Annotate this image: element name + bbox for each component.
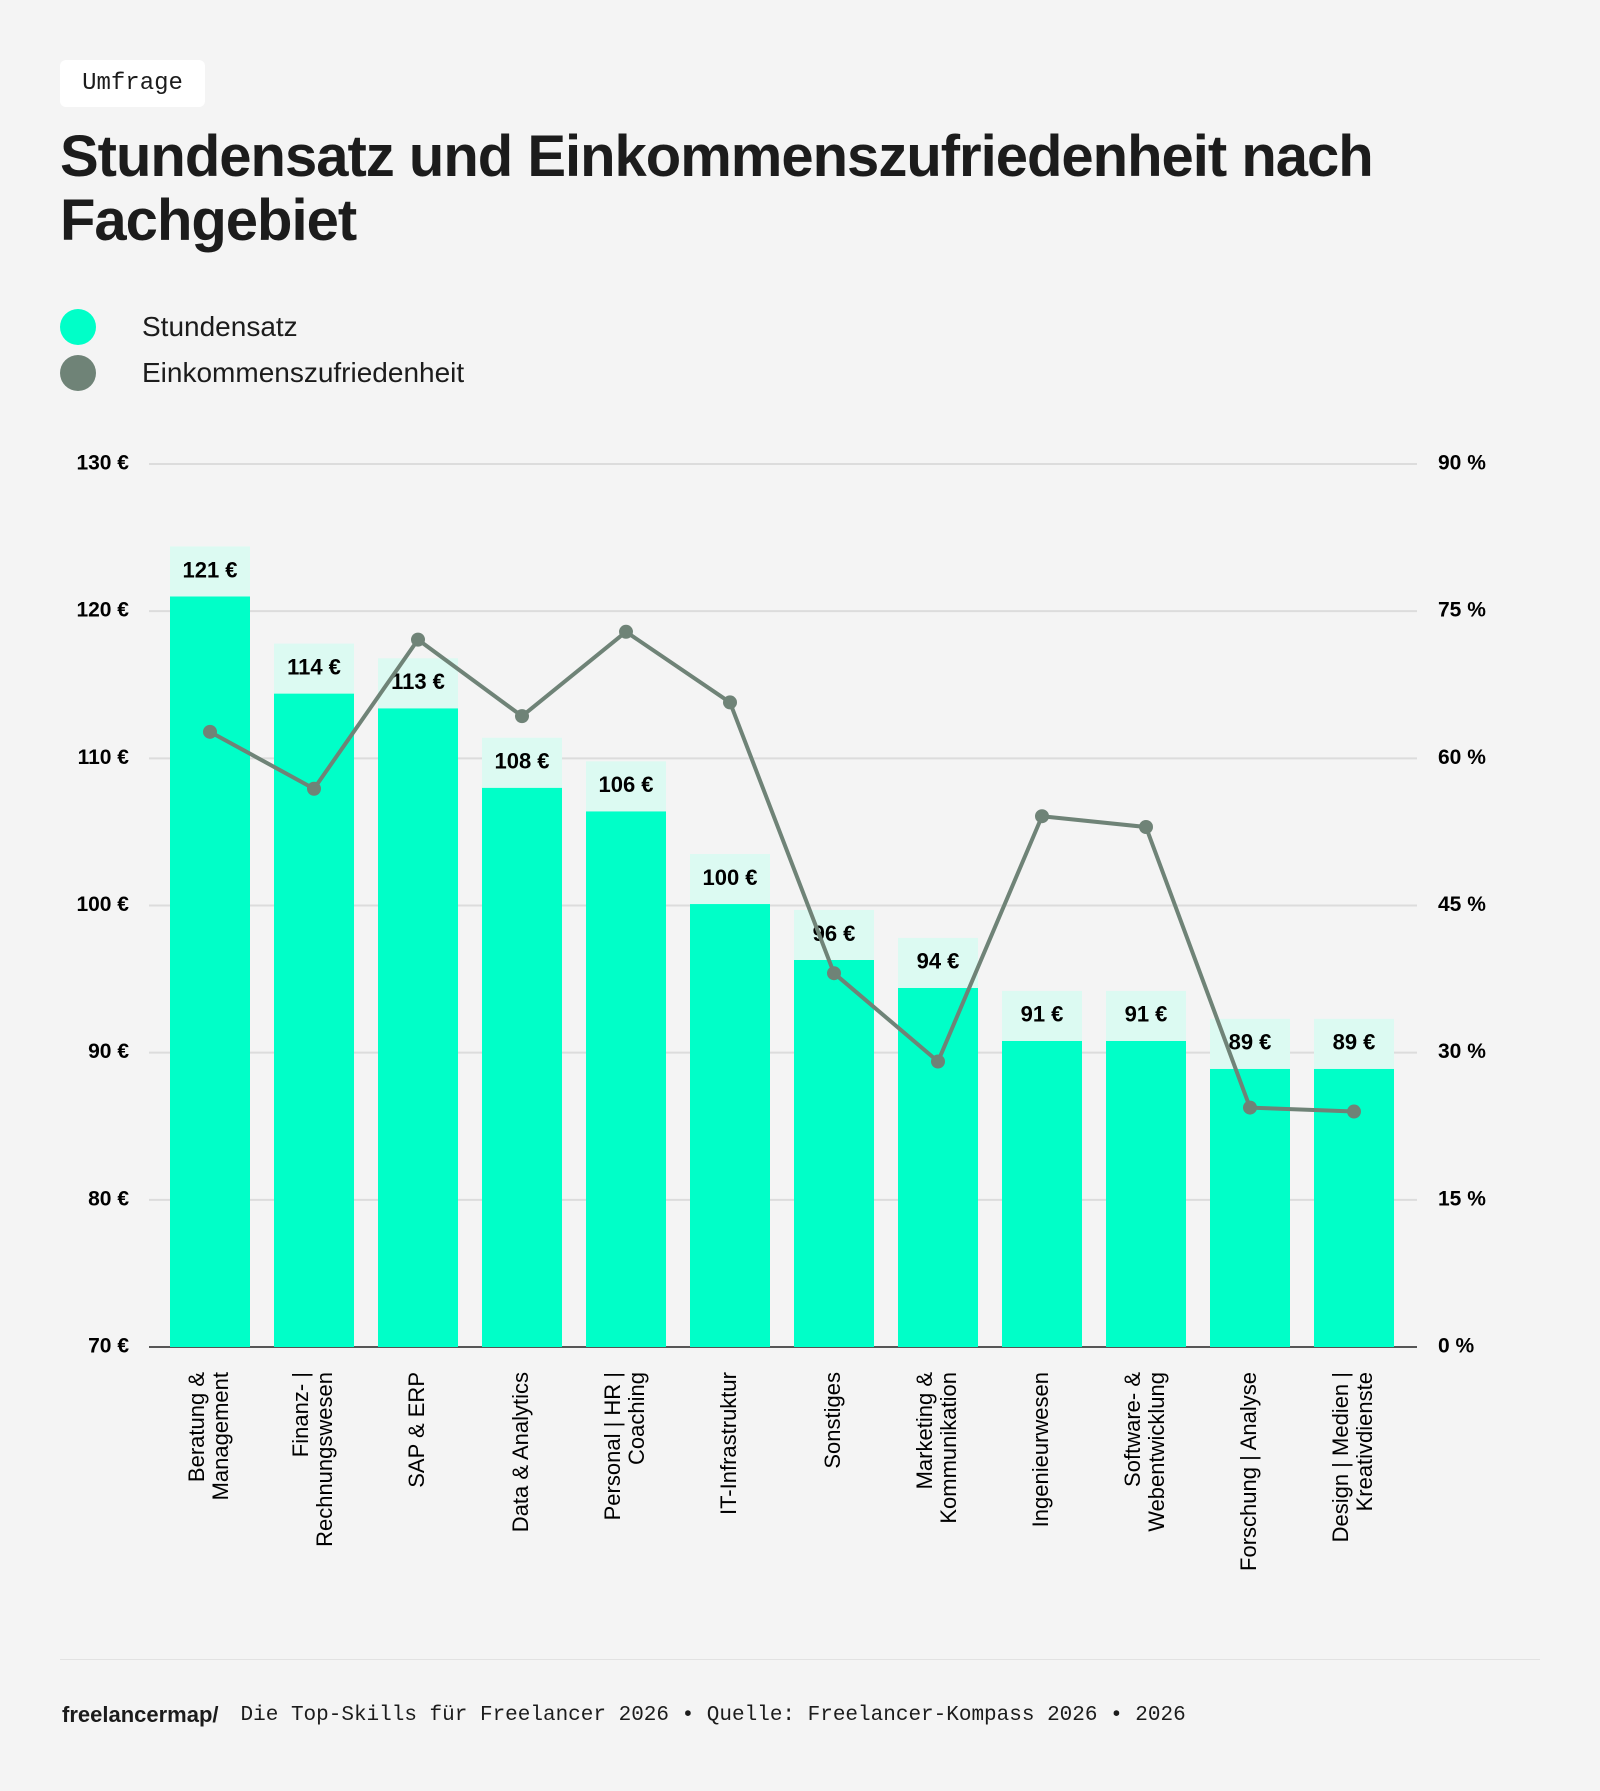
- x-tick-label: Ingenieurwesen: [1028, 1372, 1053, 1527]
- y2-tick-label: 90 %: [1438, 452, 1486, 475]
- x-tick-label: Beratung &Management: [184, 1372, 233, 1501]
- y-tick-label: 90 €: [88, 1040, 129, 1063]
- line-point: [827, 966, 841, 981]
- value-label: 114 €: [287, 654, 341, 679]
- line-point: [931, 1054, 945, 1069]
- bar: [274, 693, 354, 1347]
- value-label-bg: [794, 909, 874, 960]
- line-point: [1035, 809, 1049, 824]
- value-label: 89 €: [1229, 1030, 1272, 1055]
- chart-title: Stundensatz und Einkommenszufriedenheit …: [60, 124, 1374, 253]
- value-label-bg: [1314, 1018, 1394, 1069]
- legend-item: Einkommenszufriedenheit: [60, 353, 464, 393]
- value-label-bg: [1210, 1018, 1290, 1069]
- y-tick-label: 70 €: [88, 1335, 129, 1358]
- bar: [690, 904, 770, 1347]
- value-label-bg: [378, 658, 458, 709]
- value-label: 106 €: [598, 772, 653, 797]
- x-tick-label: Marketing &Kommunikation: [912, 1372, 961, 1524]
- value-label-bg: [690, 854, 770, 905]
- x-tick-label: Personal | HR |Coaching: [600, 1372, 649, 1520]
- line-point: [1139, 820, 1153, 835]
- bar: [898, 987, 978, 1347]
- bar: [482, 787, 562, 1347]
- y2-tick-label: 30 %: [1438, 1040, 1486, 1063]
- chart: 70 € 80 € 90 € 100 € 110 € 120 € 130 € 0 % 15 % 3…: [76, 452, 1486, 1571]
- y2-tick-label: 0 %: [1438, 1335, 1475, 1358]
- line-point: [411, 632, 425, 647]
- value-label-bg: [586, 761, 666, 812]
- line-point: [1243, 1100, 1257, 1115]
- bar: [378, 708, 458, 1347]
- x-tick-label: Design | Medien |Kreativdienste: [1328, 1372, 1377, 1542]
- value-label-bg: [274, 643, 354, 694]
- y-tick-label: 80 €: [88, 1187, 129, 1210]
- y-tick-label: 130 €: [76, 452, 129, 475]
- x-tick-label: Sonstiges: [820, 1372, 845, 1469]
- value-label-bg: [482, 737, 562, 788]
- legend-swatch: [60, 309, 96, 345]
- value-label: 94 €: [917, 949, 960, 974]
- logo: freelancermap/: [62, 1702, 219, 1727]
- line-point: [203, 724, 217, 739]
- bar: [170, 596, 250, 1347]
- y-tick-label: 120 €: [76, 599, 129, 622]
- legend-item: Stundensatz: [60, 307, 298, 347]
- line: [209, 629, 1355, 1114]
- value-label: 89 €: [1333, 1030, 1376, 1055]
- bar: [1002, 1040, 1082, 1347]
- tag: Umfrage: [60, 60, 205, 107]
- value-label: 108 €: [494, 749, 549, 774]
- y2-tick-label: 15 %: [1438, 1187, 1486, 1210]
- x-tick-label: Software- &Webentwicklung: [1120, 1372, 1169, 1532]
- x-tick-label: Finanz- |Rechnungswesen: [288, 1372, 337, 1547]
- y2-tick-label: 45 %: [1438, 893, 1486, 916]
- value-label: 113 €: [391, 669, 445, 694]
- legend-label: Stundensatz: [142, 311, 298, 342]
- value-label: 91 €: [1021, 1002, 1064, 1027]
- line-point: [515, 709, 529, 724]
- bar: [1106, 1040, 1186, 1347]
- y2-tick-label: 60 %: [1438, 746, 1486, 769]
- source: Die Top-Skills für Freelancer 2026 • Que…: [240, 1703, 1186, 1727]
- value-label: 100 €: [702, 865, 757, 890]
- divider: [60, 1659, 1540, 1660]
- footer: freelancermap/Die Top-Skills für Freelan…: [62, 1702, 1186, 1728]
- value-label: 91 €: [1125, 1002, 1168, 1027]
- line-point: [1347, 1104, 1361, 1119]
- line-point: [723, 695, 737, 710]
- bar: [794, 959, 874, 1347]
- legend-label: Einkommenszufriedenheit: [142, 357, 465, 388]
- line-point: [619, 624, 633, 639]
- x-tick-label: Forschung | Analyse: [1236, 1372, 1261, 1571]
- y2-tick-label: 75 %: [1438, 599, 1486, 622]
- bar: [1210, 1068, 1290, 1347]
- legend-swatch: [60, 355, 96, 391]
- y-tick-label: 110 €: [78, 746, 130, 769]
- x-tick-label: Data & Analytics: [508, 1372, 533, 1532]
- value-label-bg: [1106, 990, 1186, 1041]
- x-tick-label: IT-Infrastruktur: [716, 1372, 741, 1515]
- x-tick-label: SAP & ERP: [404, 1372, 429, 1488]
- line-point: [307, 781, 321, 796]
- value-label-bg: [1002, 990, 1082, 1041]
- value-label-bg: [170, 546, 250, 597]
- bar: [586, 811, 666, 1347]
- y-tick-label: 100 €: [76, 893, 129, 916]
- value-label: 121 €: [182, 557, 237, 582]
- value-label-bg: [898, 937, 978, 988]
